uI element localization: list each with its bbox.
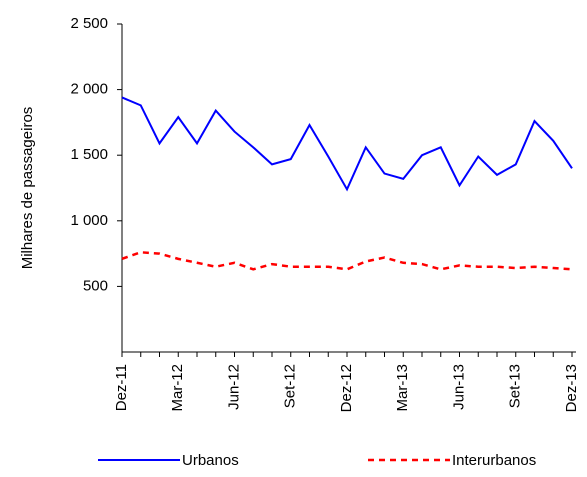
x-tick-label: Dez-11 — [113, 364, 130, 411]
y-tick-label: 2 000 — [70, 81, 108, 98]
y-tick-label: 1 500 — [70, 146, 108, 163]
legend-label: Urbanos — [182, 452, 239, 469]
y-tick-label: 2 500 — [70, 15, 108, 32]
x-tick-label: Jun-13 — [450, 364, 467, 410]
y-tick-label: 500 — [83, 277, 108, 294]
x-tick-label: Jun-12 — [225, 364, 242, 410]
y-axis-title: Milhares de passageiros — [19, 107, 36, 270]
x-tick-label: Mar-12 — [169, 364, 186, 412]
x-tick-label: Dez-13 — [563, 364, 580, 412]
legend-label: Interurbanos — [452, 452, 536, 469]
x-tick-label: Dez-12 — [338, 364, 355, 412]
x-tick-label: Set-12 — [282, 364, 299, 408]
y-tick-label: 1 000 — [70, 212, 108, 229]
x-tick-label: Mar-13 — [394, 364, 411, 412]
series-line — [121, 96, 573, 192]
x-tick-label: Set-13 — [507, 364, 524, 408]
series-line — [121, 251, 573, 271]
